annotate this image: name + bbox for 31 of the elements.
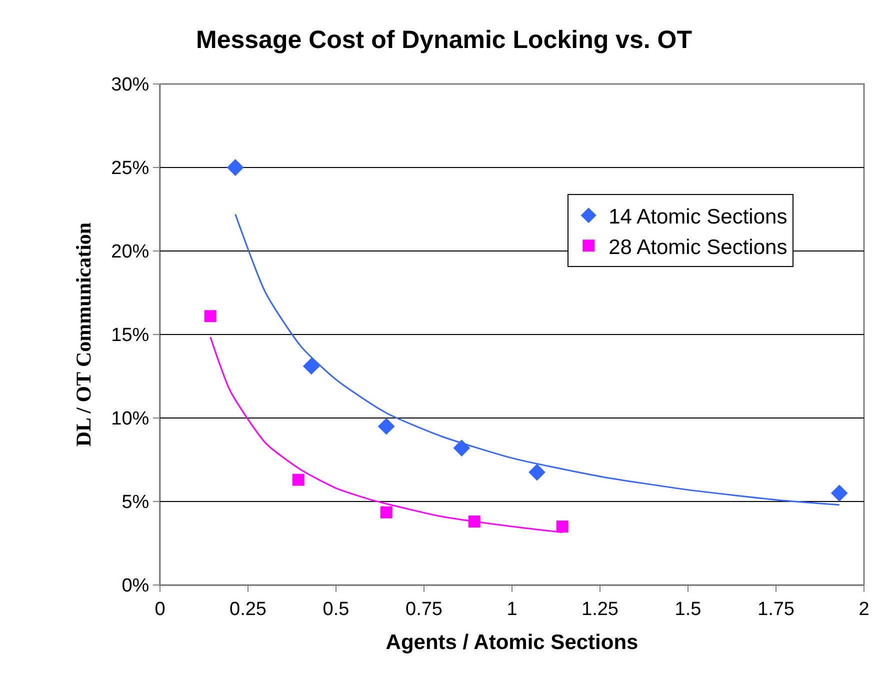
legend-label: 14 Atomic Sections [608,206,788,229]
x-tick-label: 1.25 [582,598,618,620]
y-tick-label: 5% [122,492,150,514]
point [378,418,395,435]
point [380,506,392,518]
x-tick-label: 0.5 [322,598,350,620]
chart-title: Message Cost of Dynamic Locking vs. OT [196,26,692,54]
x-tick-label: 1.75 [758,598,794,620]
x-tick-label: 1 [506,598,518,620]
y-tick-label: 30% [111,74,150,96]
y-tick-label: 25% [111,158,150,180]
point [556,520,568,533]
point [204,310,216,322]
x-axis-title: Agents / Atomic Sections [386,631,638,654]
y-tick-label: 10% [111,408,150,430]
y-tick-label: 0% [122,576,150,597]
point [226,159,244,176]
y-tick-label: 15% [111,325,150,346]
x-tick-label: 1.5 [674,598,702,620]
x-tick-label: 0.75 [406,598,442,620]
legend-label: 28 Atomic Sections [608,236,788,259]
point [830,484,848,502]
y-axis-title: DL / OT Communication [71,222,96,447]
point [453,440,470,457]
point [528,464,546,481]
y-tick-label: 20% [111,242,150,263]
point [302,358,320,375]
x-tick-label: 0 [154,598,166,620]
x-tick-label: 2 [858,598,870,620]
x-tick-label: 0.25 [230,598,266,620]
point [292,474,304,486]
